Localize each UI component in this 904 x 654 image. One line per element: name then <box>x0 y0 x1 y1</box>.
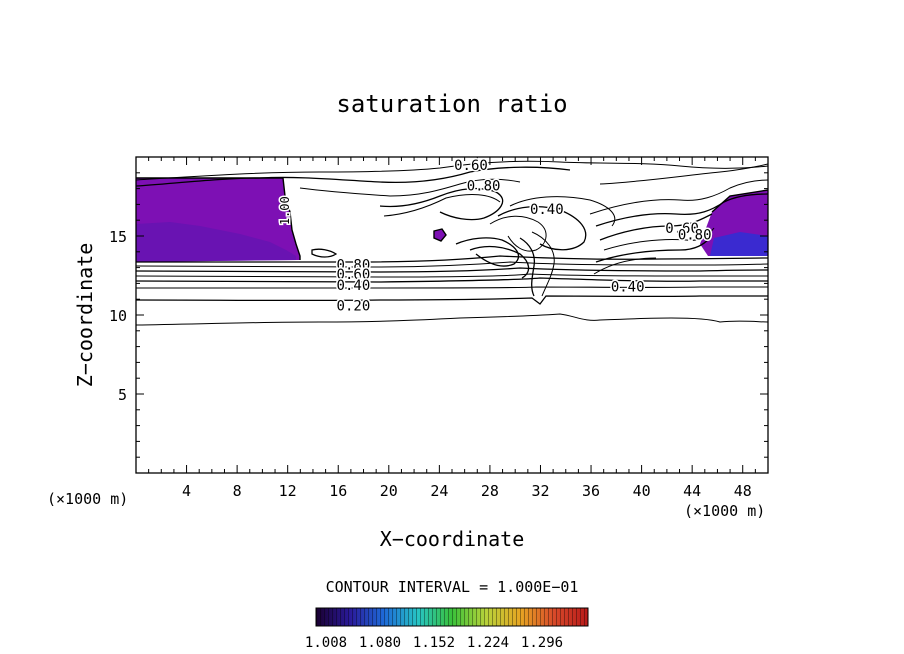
contour-line <box>433 228 447 242</box>
y-tick-label: 15 <box>109 228 127 246</box>
contour-label: 0.40 <box>611 280 645 296</box>
x-tick-label: 36 <box>582 482 600 500</box>
axis-ticks <box>136 157 768 473</box>
x-tick-label: 44 <box>683 482 701 500</box>
colorbar-labels: 1.008 1.080 1.152 1.224 1.296 <box>305 635 563 651</box>
filled-regions <box>136 178 768 262</box>
contour-line <box>497 206 587 251</box>
plot-area: 0.600.800.401.000.800.600.400.200.600.80… <box>135 156 769 474</box>
contour-interval-text: CONTOUR INTERVAL = 1.000E−01 <box>326 578 579 596</box>
contour-line <box>489 215 547 252</box>
y-tick-label: 10 <box>109 307 127 325</box>
contour-line <box>455 237 519 267</box>
y-axis-label: Z−coordinate <box>73 243 97 388</box>
contour-line <box>595 193 768 227</box>
x-tick-label: 12 <box>279 482 297 500</box>
contour-line <box>711 189 768 213</box>
contour-line <box>136 255 768 263</box>
contour-line <box>383 194 501 217</box>
contour-label: 0.60 <box>665 221 699 237</box>
saturated-region-left-core <box>136 222 296 262</box>
contour-line <box>136 277 768 283</box>
chart-title: saturation ratio <box>336 90 567 118</box>
colorbar-stripes <box>316 608 588 626</box>
colorbar: 1.008 1.080 1.152 1.224 1.296 <box>305 607 589 651</box>
x-tick-label: 4 <box>182 482 191 500</box>
contour-line <box>595 237 711 263</box>
contour-label: 0.80 <box>337 257 371 273</box>
contour-labels: 0.600.800.401.000.800.600.400.200.600.80… <box>276 156 713 316</box>
contour-lines <box>136 160 768 326</box>
contour-label: 0.80 <box>678 227 712 243</box>
contour-label: 0.40 <box>530 202 564 218</box>
contour-line <box>469 245 530 279</box>
saturated-region-right-core <box>710 232 768 256</box>
contour-line <box>311 248 338 258</box>
colorbar-label: 1.080 <box>359 635 401 651</box>
contour-line <box>299 178 521 197</box>
contour-line <box>136 313 768 326</box>
colorbar-frame <box>315 607 589 627</box>
x-tick-label: 24 <box>430 482 448 500</box>
contour-line <box>379 187 504 221</box>
x-tick-label: 48 <box>734 482 752 500</box>
contour-line <box>136 267 768 273</box>
x-unit-right: (×1000 m) <box>684 502 765 520</box>
contour-label: 0.20 <box>337 299 371 315</box>
contour-line <box>599 213 713 241</box>
contour-label: 0.60 <box>337 267 371 283</box>
x-tick-label: 20 <box>380 482 398 500</box>
colorbar-label: 1.296 <box>521 635 563 651</box>
x-tick-label: 28 <box>481 482 499 500</box>
x-tick-label: 8 <box>233 482 242 500</box>
contour-line <box>593 257 657 275</box>
y-tick-labels: 5 10 15 <box>109 228 127 404</box>
contour-label: 0.80 <box>467 178 501 194</box>
colorbar-label: 1.224 <box>467 635 509 651</box>
contour-line <box>531 231 555 297</box>
y-tick-label: 5 <box>118 386 127 404</box>
contour-label: 0.60 <box>454 158 488 174</box>
contour-line <box>136 286 768 289</box>
contour-line <box>603 227 715 251</box>
contour-label: 1.00 <box>278 196 292 225</box>
x-tick-labels: 4 8 12 16 20 24 28 32 36 40 44 48 <box>182 482 752 500</box>
x-unit-left: (×1000 m) <box>47 490 128 508</box>
contour-line <box>136 166 571 187</box>
contour-label: 0.40 <box>337 278 371 294</box>
x-tick-label: 32 <box>531 482 549 500</box>
contour-line <box>589 179 768 215</box>
x-tick-label: 16 <box>329 482 347 500</box>
contour-line <box>519 237 536 297</box>
contour-line <box>136 261 768 268</box>
colorbar-label: 1.008 <box>305 635 347 651</box>
contour-line <box>509 196 616 227</box>
contour-line <box>136 273 768 278</box>
contour-line <box>599 163 768 185</box>
contour-line <box>136 160 768 181</box>
x-axis-label: X−coordinate <box>380 527 525 551</box>
contour-line <box>136 177 301 260</box>
colorbar-label: 1.152 <box>413 635 455 651</box>
contour-line <box>136 295 768 305</box>
x-tick-label: 40 <box>633 482 651 500</box>
